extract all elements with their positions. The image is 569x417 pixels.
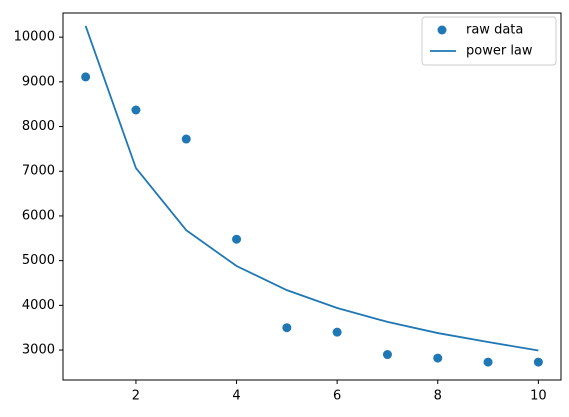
scatter-point [131,105,141,115]
y-tick-label: 7000 [22,164,55,179]
x-tick-label: 4 [232,389,240,404]
y-tick-label: 3000 [22,343,55,358]
scatter-point [282,323,292,333]
y-tick-label: 5000 [22,253,55,268]
y-tick-label: 10000 [14,30,55,45]
y-tick-label: 8000 [22,119,55,134]
scatter-point [533,357,543,367]
line [84,25,539,352]
legend-box [421,16,557,66]
scatter-point [382,350,392,360]
x-tick-label: 6 [333,389,341,404]
y-tick-label: 6000 [22,208,55,223]
scatter-point [81,72,91,82]
plot-frame [62,12,562,381]
scatter-point [181,134,191,144]
scatter-point [232,234,242,244]
scatter-point [483,357,493,367]
scatter-point [332,327,342,337]
scatter-point [433,353,443,363]
y-tick-label: 4000 [22,298,55,313]
x-tick-label: 8 [434,389,442,404]
legend-label: raw data [466,23,523,38]
x-tick-label: 10 [530,389,547,404]
y-tick-label: 9000 [22,74,55,89]
x-tick-label: 2 [132,389,140,404]
legend-marker [437,25,447,35]
legend-label: power law [466,44,533,59]
